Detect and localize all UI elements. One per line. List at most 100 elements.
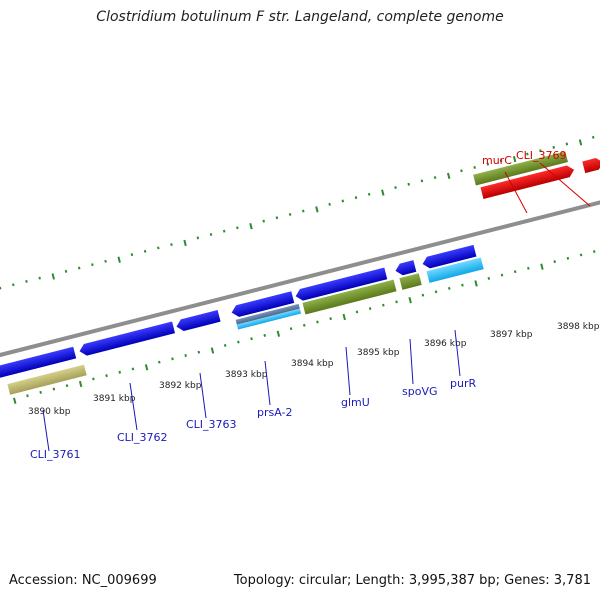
minor-tick-mark: [237, 340, 240, 344]
gene-label-spoVG: spoVG: [402, 385, 438, 398]
major-tick-mark: [51, 273, 55, 280]
minor-tick-mark: [579, 253, 583, 257]
CLI_3769-leader-line: [539, 162, 591, 207]
minor-tick-mark: [382, 303, 385, 307]
CLI_3762-gene-arrow: [79, 321, 176, 356]
glmU-gene-arrow: [295, 267, 388, 301]
gene-label-CLI_3762: CLI_3762: [117, 431, 168, 444]
minor-tick-mark: [354, 196, 358, 200]
minor-tick-mark: [407, 182, 410, 186]
forward-tick-row: [0, 135, 595, 290]
minor-tick-mark: [329, 317, 332, 321]
minor-tick-mark: [65, 384, 69, 388]
purR-leader-line: [454, 329, 461, 377]
minor-tick-mark: [131, 367, 135, 371]
major-tick-mark: [408, 297, 412, 304]
purR-feature-bar: [426, 257, 484, 283]
gene-labels: CLI_3761 CLI_3762 CLI_3763 prsA-2 glmU s…: [30, 149, 567, 461]
minor-tick-mark: [420, 179, 424, 183]
minor-tick-mark: [513, 270, 517, 274]
CLI_3761-leader-line: [42, 409, 50, 452]
minor-tick-mark: [395, 300, 398, 304]
major-tick-mark: [249, 223, 253, 230]
major-tick-mark: [540, 263, 544, 270]
minor-tick-mark: [301, 209, 305, 213]
gene-label-CLI_3761: CLI_3761: [30, 448, 81, 461]
minor-tick-mark: [461, 283, 464, 287]
minor-tick-mark: [487, 276, 491, 280]
gene-label-glmU: glmU: [341, 396, 370, 409]
reverse-features: [0, 244, 484, 395]
minor-tick-mark: [316, 320, 319, 324]
minor-tick-mark: [526, 152, 529, 156]
minor-tick-mark: [328, 202, 331, 206]
CLI_3763-gene-arrow: [176, 309, 221, 331]
tick-label-3898: 3898 kbp: [557, 322, 600, 332]
minor-tick-mark: [289, 327, 293, 331]
minor-tick-mark: [302, 323, 306, 327]
minor-tick-mark: [500, 273, 504, 277]
genome-summary-text: Topology: circular; Length: 3,995,387 bp…: [233, 573, 591, 588]
major-tick-mark: [512, 155, 517, 163]
minor-tick-mark: [130, 253, 134, 257]
minor-tick-mark: [539, 149, 542, 153]
gene-label-purR: purR: [450, 377, 476, 390]
minor-tick-mark: [26, 394, 29, 398]
minor-tick-mark: [553, 260, 556, 264]
minor-tick-mark: [39, 390, 42, 394]
prsA-2-feature-bar-top: [235, 303, 300, 325]
major-tick-mark: [342, 313, 346, 321]
accession-text: Accession: NC_009699: [9, 573, 157, 588]
minor-tick-mark: [209, 233, 213, 236]
CLI_3761-feature-bar: [7, 364, 87, 395]
minor-tick-mark: [157, 246, 160, 250]
minor-tick-mark: [433, 176, 437, 179]
genome-track: [0, 135, 600, 404]
minor-tick-mark: [77, 266, 81, 270]
tick-label-3897: 3897 kbp: [490, 330, 533, 340]
tick-label-3894: 3894 kbp: [291, 359, 334, 369]
murC-leader-line: [504, 171, 528, 214]
tick-label-3892: 3892 kbp: [159, 381, 202, 391]
major-tick-mark: [276, 330, 281, 337]
major-tick-mark: [144, 364, 149, 371]
spoVG-feature-bar: [399, 273, 422, 290]
minor-tick-mark: [447, 287, 451, 290]
gene-label-prsA-2: prsA-2: [257, 406, 293, 419]
murC-feature-bar: [473, 151, 568, 186]
prsA-2-gene-arrow: [231, 291, 295, 317]
minor-tick-mark: [64, 269, 68, 273]
minor-tick-mark: [184, 354, 187, 357]
prsA-2-leader-line: [264, 360, 271, 406]
minor-tick-mark: [12, 283, 15, 287]
minor-tick-mark: [341, 199, 345, 203]
minor-tick-mark: [262, 219, 266, 223]
major-tick-mark: [117, 256, 121, 263]
minor-tick-mark: [486, 162, 490, 166]
major-tick-mark: [381, 189, 385, 196]
reverse-tick-row: [13, 250, 596, 404]
tick-label-3893: 3893 kbp: [225, 370, 268, 380]
forward-label-leaders: [504, 162, 591, 214]
minor-tick-mark: [236, 226, 239, 230]
tick-label-3896: 3896 kbp: [424, 339, 467, 349]
major-tick-mark: [446, 172, 451, 180]
minor-tick-mark: [222, 229, 226, 233]
minor-tick-mark: [275, 216, 279, 220]
major-tick-mark: [315, 206, 319, 213]
spoVG-leader-line: [409, 338, 414, 385]
minor-tick-mark: [527, 266, 530, 270]
CLI_3769-gene-arrow: [582, 158, 600, 174]
minor-tick-mark: [38, 276, 41, 280]
minor-tick-mark: [367, 192, 371, 196]
minor-tick-mark: [355, 310, 359, 314]
minor-tick-mark: [170, 243, 173, 247]
CLI_3763-leader-line: [199, 372, 207, 419]
minor-tick-mark: [52, 387, 56, 391]
major-tick-mark: [210, 347, 215, 354]
minor-tick-mark: [499, 159, 503, 163]
minor-tick-mark: [394, 186, 397, 190]
minor-tick-mark: [263, 333, 267, 337]
minor-tick-mark: [25, 279, 28, 283]
minor-tick-mark: [434, 290, 438, 294]
